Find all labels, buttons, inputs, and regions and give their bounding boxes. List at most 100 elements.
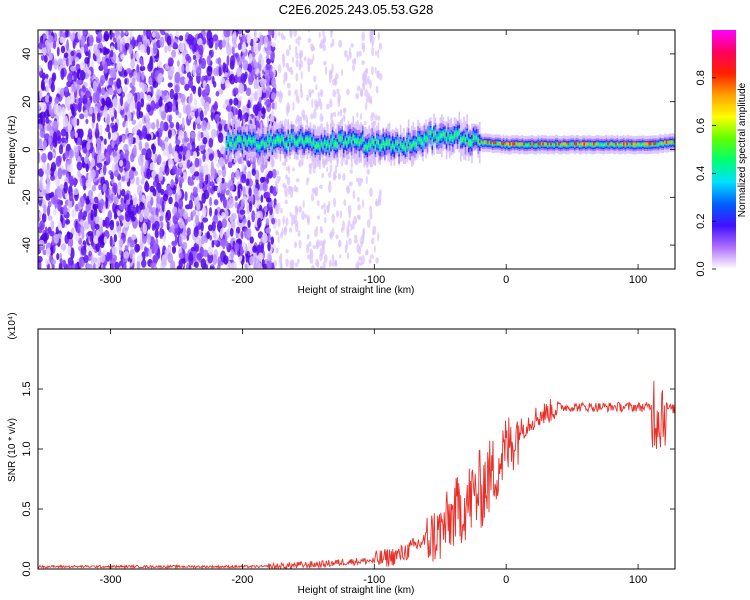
spectrogram-cell: [275, 91, 280, 98]
spectrogram-band-cell: [466, 131, 468, 139]
spectrogram-cell: [265, 217, 270, 226]
x-tick-label: -100: [363, 574, 385, 586]
spectrogram-band-cell: [304, 137, 307, 143]
spectrogram-cell: [86, 195, 90, 205]
spectrogram-cell: [282, 215, 285, 225]
spectrogram-cell: [294, 205, 299, 214]
spectrogram-cell: [368, 258, 372, 264]
spectrogram-band-cell: [545, 143, 548, 146]
spectrogram-cell: [228, 191, 233, 199]
spectrogram-cell: [218, 39, 223, 50]
spectrogram-cell: [277, 235, 280, 244]
spectrogram-cell: [262, 78, 267, 85]
spectrogram-band-cell: [415, 141, 418, 149]
y-tick-label: 0: [21, 146, 33, 152]
spectrogram-cell: [226, 104, 232, 113]
spectrogram-cell: [295, 262, 299, 268]
spectrogram-band-cell: [420, 138, 423, 145]
spectrogram-cell: [300, 70, 303, 80]
spectrogram-cell: [133, 144, 137, 156]
spectrogram-cell: [193, 261, 199, 269]
spectrogram-cell: [332, 111, 337, 117]
spectrogram-cell: [53, 233, 59, 244]
spectrogram-band-cell: [260, 140, 263, 147]
spectrogram-cell: [286, 176, 291, 186]
spectrogram-cell: [168, 57, 174, 66]
spectrogram-band-cell: [460, 137, 462, 144]
spectrogram-cell: [38, 179, 44, 191]
spectrogram-cell: [45, 117, 50, 124]
spectrogram-cell: [322, 35, 327, 44]
spectrogram-cell: [86, 99, 92, 108]
spectrogram-cell: [138, 212, 144, 223]
spectrogram-cell: [128, 44, 133, 55]
spectrogram-cell: [170, 179, 175, 188]
spectrogram-cell: [178, 162, 183, 168]
spectrogram-band-cell: [366, 144, 369, 152]
spectrogram-cell: [276, 175, 280, 184]
spectrogram-cell: [233, 30, 237, 37]
spectrogram-cell: [156, 154, 162, 166]
spectrogram-cell: [45, 73, 49, 79]
spectrogram-cell: [102, 164, 107, 176]
spectrogram-cell: [308, 241, 312, 247]
spectrogram-cell: [285, 217, 289, 227]
spectrogram-cell: [319, 89, 324, 95]
spectrogram-peak-cell: [499, 141, 502, 145]
spectrogram-peak-cell: [507, 142, 510, 146]
spectrogram-cell: [87, 49, 91, 60]
spectrogram-cell: [360, 113, 363, 120]
spectrogram-cell: [192, 64, 196, 77]
spectrogram-cell: [284, 199, 288, 205]
spectrogram-peak-cell: [661, 141, 663, 145]
spectrogram-cell: [266, 173, 270, 184]
spectrogram-cell: [67, 73, 73, 83]
spectrogram-cell: [46, 205, 51, 217]
spectrogram-cell: [85, 118, 89, 125]
spectrogram-cell: [145, 152, 149, 162]
spectrogram-cell: [80, 46, 85, 54]
spectrogram-cell: [264, 100, 269, 106]
spectrogram-cell: [273, 198, 277, 205]
spectrogram-cell: [62, 115, 69, 128]
spectrogram-cell: [161, 259, 167, 267]
spectrogram-cell: [145, 115, 149, 124]
spectrogram-cell: [98, 198, 105, 207]
spectrogram-cell: [109, 105, 115, 118]
spectrogram-peak-cell: [577, 142, 579, 146]
spectrogram-cell: [159, 227, 163, 240]
spectrogram-cell: [168, 158, 174, 170]
spectrogram-cell: [122, 121, 126, 128]
spectrogram-cell: [154, 103, 160, 109]
spectrogram-cell: [193, 186, 198, 195]
spectrogram-cell: [303, 56, 307, 62]
spectrogram-peak-cell: [490, 140, 492, 144]
spectrogram-band-cell: [289, 142, 291, 148]
spectrogram-cell: [57, 220, 62, 231]
spectrogram-cell: [159, 138, 162, 148]
spectrogram-cell: [86, 263, 93, 269]
spectrogram-cell: [251, 168, 256, 176]
spectrogram-band-cell: [379, 144, 381, 152]
spectrogram-cell: [243, 218, 247, 224]
spectrogram-cell: [41, 115, 46, 127]
spectrogram-band-cell: [281, 134, 283, 141]
spectrogram-band-cell: [317, 142, 320, 148]
spectrogram-cell: [259, 87, 263, 98]
spectrogram-cell: [41, 153, 47, 163]
spectrogram-band-cell: [228, 141, 231, 146]
spectrogram-cell: [231, 46, 235, 55]
spectrogram-cell: [74, 262, 79, 269]
spectrogram-cell: [346, 54, 350, 62]
spectrogram-cell: [371, 46, 375, 57]
spectrogram-band-cell: [298, 136, 301, 142]
spectrogram-cell: [356, 243, 360, 254]
spectrogram-band-cell: [409, 143, 411, 150]
spectrogram-cell: [257, 72, 261, 79]
spectrogram-peak-cell: [513, 142, 516, 146]
spectrogram-band-cell: [308, 138, 310, 143]
spectrogram-cell: [362, 229, 365, 240]
spectrogram-cell: [160, 110, 167, 121]
spectrogram-band-cell: [230, 141, 233, 147]
spectrogram-band-cell: [376, 138, 378, 145]
